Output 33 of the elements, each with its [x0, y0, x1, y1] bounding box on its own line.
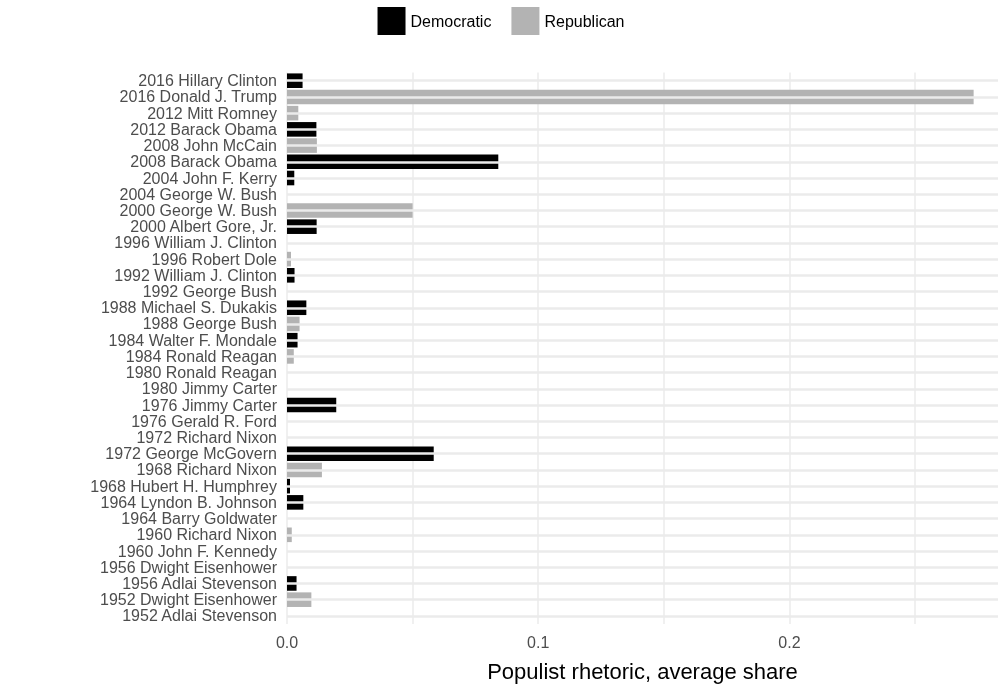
y-tick-label: 1952 Dwight Eisenhower: [100, 591, 278, 609]
y-tick-label: 2012 Mitt Romney: [147, 104, 277, 122]
y-tick-label: 1980 Ronald Reagan: [125, 364, 277, 382]
y-tick-label: 1988 George Bush: [142, 315, 277, 333]
y-tick-label: 1984 Walter F. Mondale: [108, 331, 278, 349]
y-tick-label: 1952 Adlai Stevenson: [122, 607, 277, 625]
y-tick-label: 1992 William J. Clinton: [114, 266, 277, 284]
x-tick-label: 0.0: [275, 633, 299, 651]
y-tick-label: 2016 Donald J. Trump: [119, 88, 278, 106]
y-tick-label: 1960 John F. Kennedy: [117, 542, 277, 560]
y-tick-label: 1968 Richard Nixon: [136, 461, 277, 479]
y-tick-label: 1976 Jimmy Carter: [141, 396, 278, 414]
y-tick-label: 1980 Jimmy Carter: [141, 380, 278, 398]
legend-label: Republican: [544, 12, 625, 30]
y-tick-label: 2000 Albert Gore, Jr.: [130, 218, 277, 236]
y-tick-label: 2016 Hillary Clinton: [138, 72, 277, 90]
y-tick-label: 2008 John McCain: [143, 137, 277, 155]
y-tick-label: 1964 Barry Goldwater: [121, 510, 278, 528]
y-tick-label: 1992 George Bush: [142, 283, 277, 301]
y-tick-label: 1960 Richard Nixon: [136, 526, 277, 544]
x-tick-label: 0.1: [527, 633, 550, 651]
legend-label: Democratic: [410, 12, 492, 30]
y-tick-label: 2004 John F. Kerry: [142, 169, 277, 187]
y-tick-label: 1968 Hubert H. Humphrey: [90, 477, 277, 495]
x-tick-label: 0.2: [778, 633, 801, 651]
y-tick-label: 2008 Barack Obama: [130, 153, 278, 171]
y-tick-label: 1972 George McGovern: [105, 445, 277, 463]
y-tick-label: 1988 Michael S. Dukakis: [100, 299, 277, 317]
y-tick-label: 1972 Richard Nixon: [136, 429, 277, 446]
y-tick-label: 1984 Ronald Reagan: [125, 347, 277, 365]
x-axis-title: Populist rhetoric, average share: [487, 658, 798, 684]
y-tick-label: 1996 William J. Clinton: [114, 234, 277, 252]
y-tick-label: 1996 Robert Dole: [151, 250, 278, 268]
